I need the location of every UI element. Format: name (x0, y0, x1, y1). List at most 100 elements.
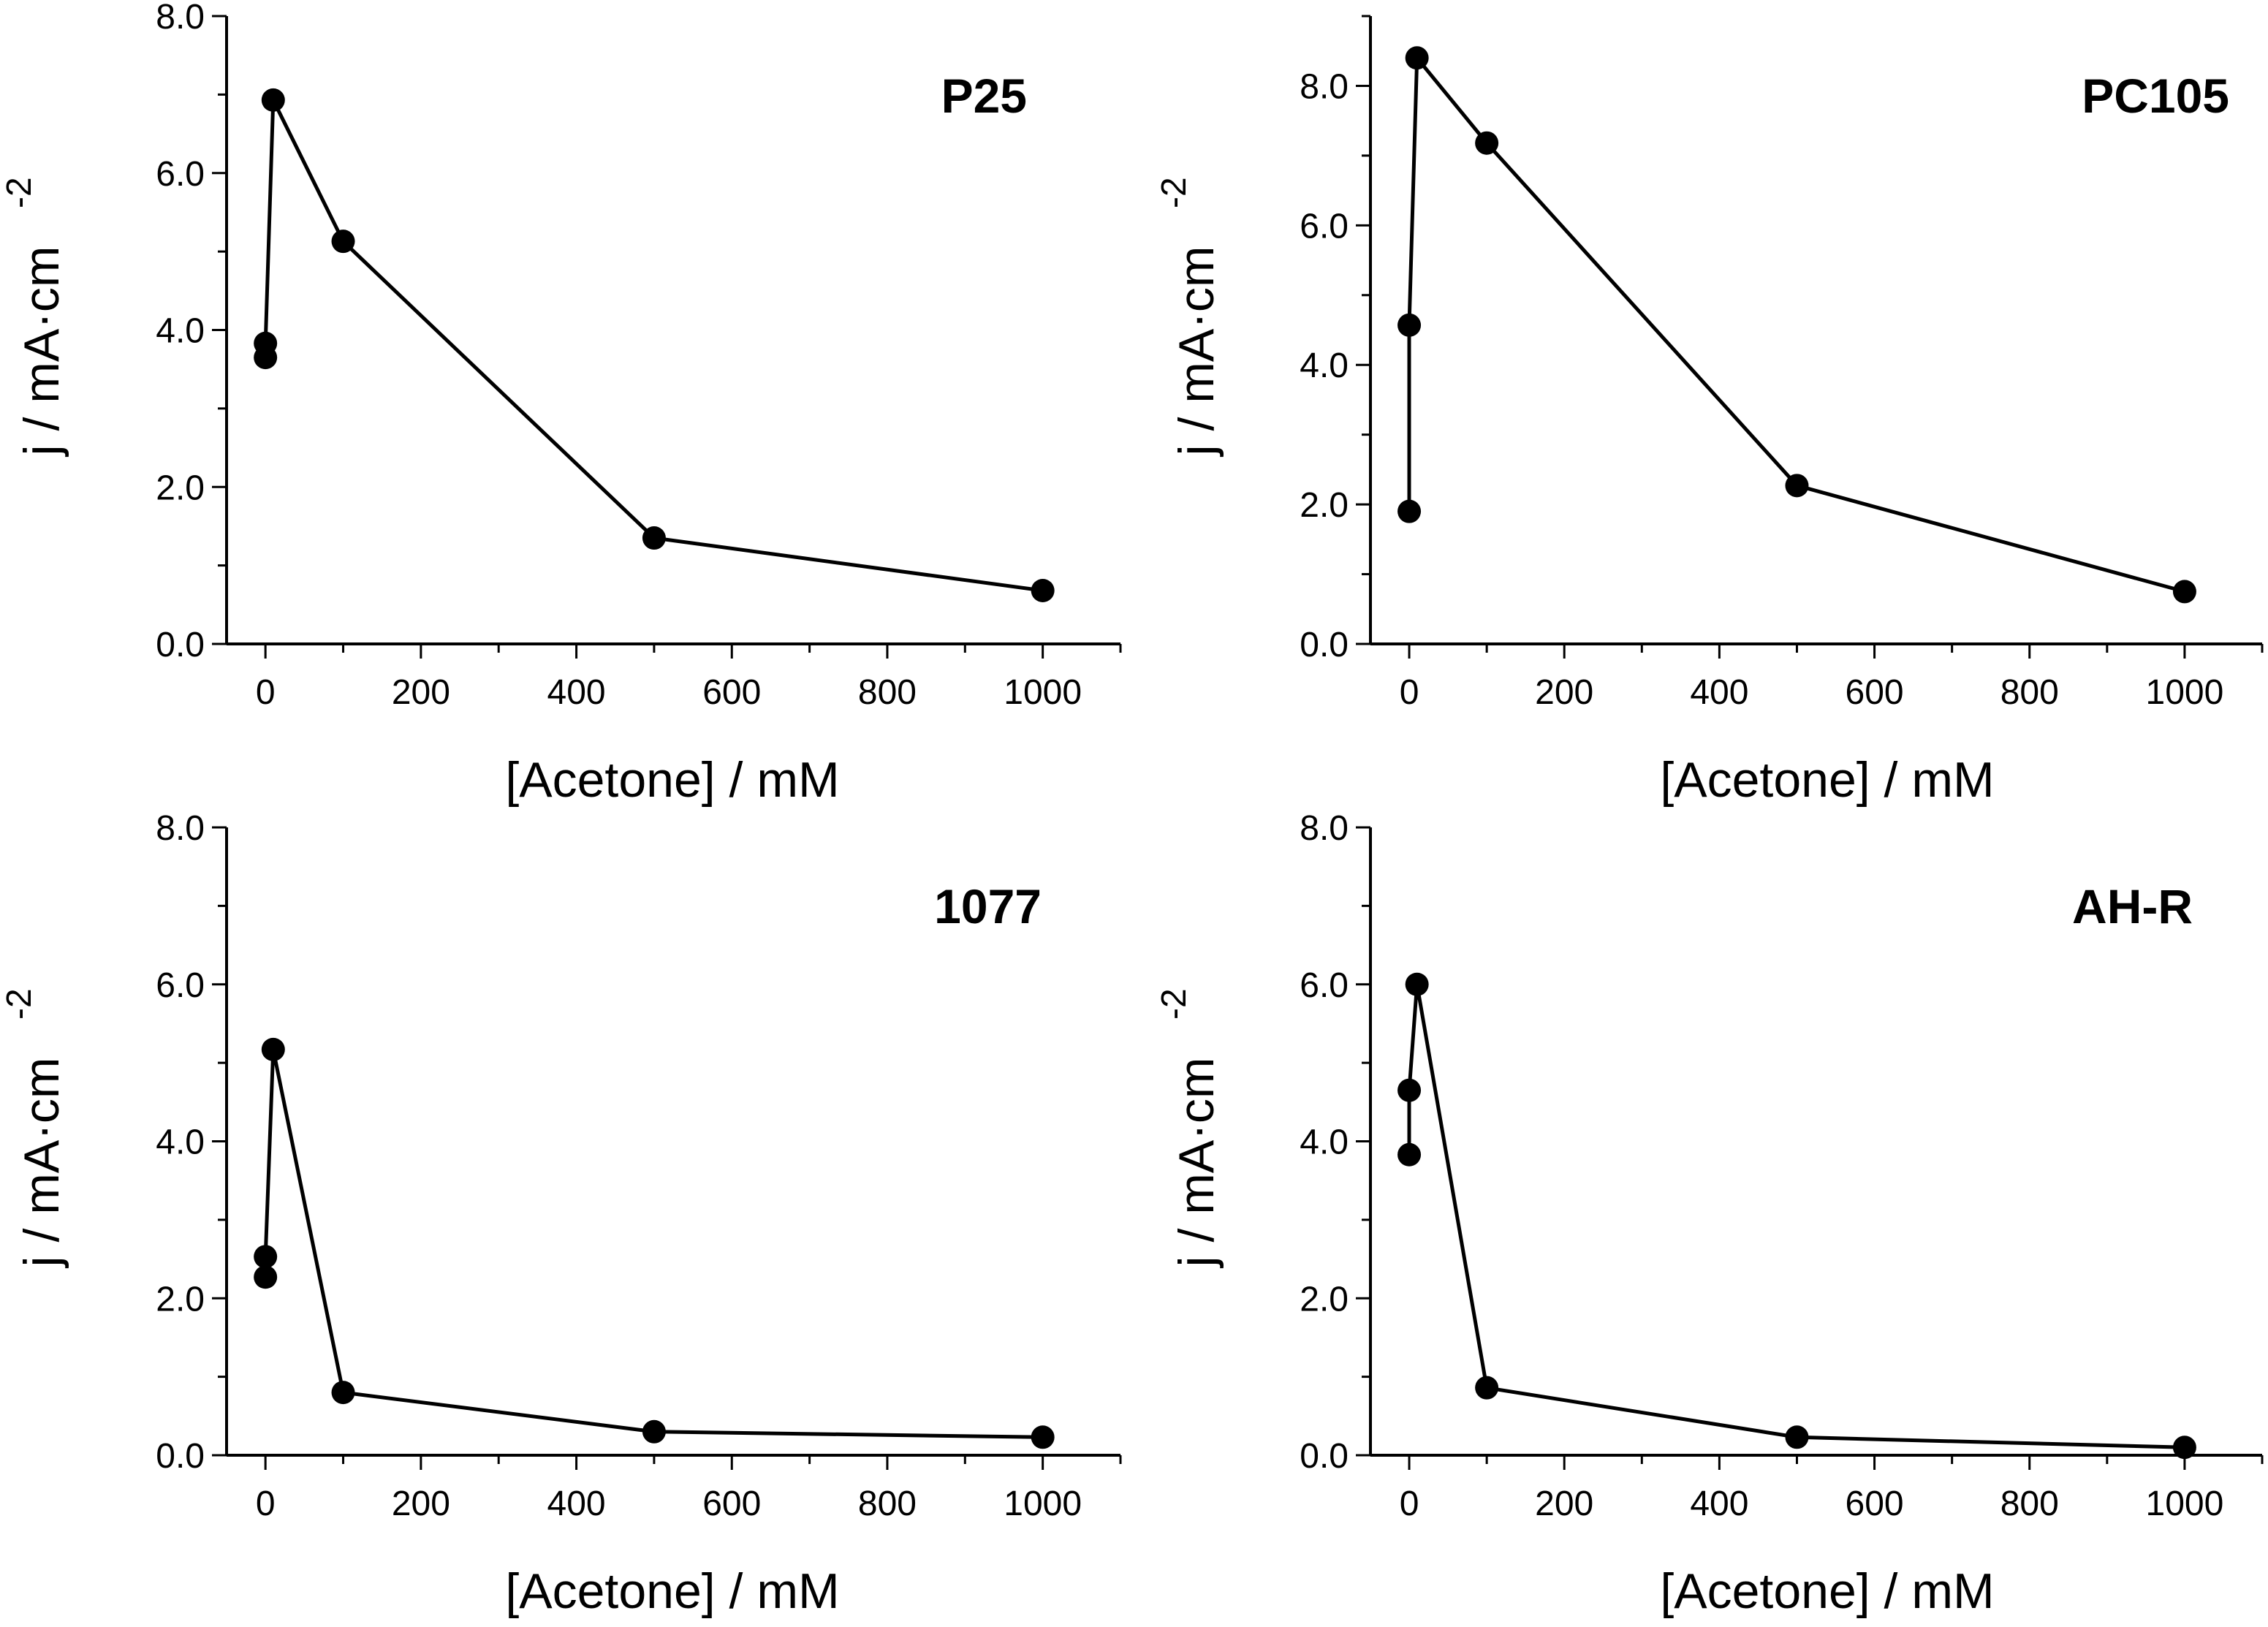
series-p25 (254, 88, 1055, 602)
data-point-p25 (331, 230, 355, 254)
chart-panel-p25: 0 200 400 600 800 1000 0.0 2.0 4.0 6.0 8.0 P25 [Ac… (0, 0, 1122, 808)
data-point-p25 (261, 88, 285, 112)
data-point-ah-r (1405, 972, 1429, 996)
y-tick-label-ah-r: 4.0 (1300, 1123, 1349, 1162)
ticks-1077: 0 200 400 600 800 1000 0.0 2.0 4.0 6.0 8.0 (156, 809, 1122, 1523)
x-tick-label-p25: 600 (702, 673, 761, 712)
data-point-pc105 (1475, 131, 1499, 155)
x-tick-label-pc105: 800 (2000, 673, 2059, 712)
y-axis-title-text-pc105: j / mA·cm (1169, 246, 1224, 457)
panel-label-pc105: PC105 (2082, 69, 2229, 123)
data-point-ah-r (2172, 1436, 2196, 1460)
y-tick-label-1077: 2.0 (156, 1280, 205, 1319)
data-point-ah-r (1475, 1376, 1499, 1400)
y-axis-title-pc105: j / mA·cm -2 (1155, 177, 1224, 457)
y-tick-label-p25: 2.0 (156, 469, 205, 507)
data-point-p25 (1031, 578, 1055, 602)
x-tick-label-ah-r: 0 (1400, 1484, 1419, 1523)
y-axis-title-text-p25: j / mA·cm (14, 246, 69, 457)
y-tick-label-1077: 8.0 (156, 809, 205, 848)
x-tick-label-p25: 1000 (1004, 673, 1082, 712)
y-axis-title-1077: j / mA·cm -2 (0, 988, 69, 1268)
x-tick-label-p25: 400 (547, 673, 606, 712)
y-tick-label-pc105: 0.0 (1300, 626, 1349, 664)
x-tick-label-1077: 200 (392, 1484, 450, 1523)
data-point-pc105 (1397, 313, 1422, 337)
ticks-pc105: 0 200 400 600 800 1000 0.0 2.0 4.0 6.0 8.0 (1300, 15, 2264, 712)
series-line-pc105 (1407, 56, 2185, 593)
chart-panel-1077: 0 200 400 600 800 1000 0.0 2.0 4.0 6.0 8.0 1077 [A… (0, 809, 1122, 1619)
ticks-p25: 0 200 400 600 800 1000 0.0 2.0 4.0 6.0 8.0 (156, 0, 1122, 712)
x-tick-label-pc105: 1000 (2146, 673, 2224, 712)
data-point-ah-r (1397, 1142, 1422, 1167)
data-point-pc105 (2172, 580, 2196, 604)
data-point-1077 (642, 1419, 666, 1444)
y-tick-label-p25: 6.0 (156, 155, 205, 194)
y-axis-title-superscript-1077: -2 (0, 988, 39, 1020)
y-axis-title-superscript-p25: -2 (0, 177, 39, 208)
x-tick-label-1077: 1000 (1004, 1484, 1082, 1523)
x-tick-label-ah-r: 200 (1535, 1484, 1593, 1523)
y-axis-title-ah-r: j / mA·cm -2 (1155, 988, 1224, 1268)
data-point-1077 (254, 1245, 278, 1269)
x-tick-label-pc105: 400 (1690, 673, 1748, 712)
y-tick-label-pc105: 8.0 (1300, 67, 1349, 106)
y-tick-label-ah-r: 8.0 (1300, 809, 1349, 848)
y-tick-label-ah-r: 2.0 (1300, 1280, 1349, 1319)
y-tick-label-1077: 4.0 (156, 1123, 205, 1162)
data-point-1077 (1031, 1425, 1055, 1449)
data-point-1077 (254, 1265, 278, 1289)
data-point-pc105 (1397, 499, 1422, 523)
y-axis-title-superscript-pc105: -2 (1155, 177, 1194, 208)
x-tick-label-ah-r: 800 (2000, 1484, 2059, 1523)
x-axis-title-p25: [Acetone] / mM (505, 752, 839, 808)
panel-label-1077: 1077 (934, 879, 1042, 933)
y-tick-label-pc105: 2.0 (1300, 486, 1349, 525)
y-axis-title-superscript-ah-r: -2 (1155, 988, 1194, 1020)
axes-pc105 (1369, 16, 2262, 645)
x-axis-title-ah-r: [Acetone] / mM (1660, 1563, 1994, 1619)
chart-panel-ah-r: 0 200 400 600 800 1000 0.0 2.0 4.0 6.0 8.0 AH-R [A… (1155, 809, 2264, 1619)
y-tick-label-pc105: 4.0 (1300, 346, 1349, 385)
x-tick-label-p25: 200 (392, 673, 450, 712)
chart-panel-pc105: 0 200 400 600 800 1000 0.0 2.0 4.0 6.0 8.0 PC105 [… (1155, 15, 2264, 808)
x-tick-label-p25: 0 (256, 673, 276, 712)
y-axis-title-text-1077: j / mA·cm (14, 1057, 69, 1268)
x-tick-label-ah-r: 600 (1846, 1484, 1904, 1523)
panel-label-ah-r: AH-R (2072, 879, 2193, 933)
x-tick-label-pc105: 200 (1535, 673, 1593, 712)
data-point-1077 (331, 1381, 355, 1405)
series-1077 (254, 1037, 1055, 1449)
x-tick-label-1077: 400 (547, 1484, 606, 1523)
y-axis-title-text-ah-r: j / mA·cm (1169, 1057, 1224, 1268)
x-tick-label-pc105: 600 (1846, 673, 1904, 712)
panel-label-p25: P25 (941, 69, 1027, 123)
ticks-ah-r: 0 200 400 600 800 1000 0.0 2.0 4.0 6.0 8.0 (1300, 809, 2264, 1523)
x-axis-title-1077: [Acetone] / mM (505, 1563, 839, 1619)
data-point-p25 (254, 331, 278, 355)
series-pc105 (1397, 46, 2196, 604)
y-axis-title-p25: j / mA·cm -2 (0, 177, 69, 457)
y-tick-label-p25: 8.0 (156, 0, 205, 37)
y-tick-label-p25: 0.0 (156, 626, 205, 664)
y-tick-label-ah-r: 6.0 (1300, 966, 1349, 1005)
y-tick-label-pc105: 6.0 (1300, 207, 1349, 246)
x-tick-label-1077: 0 (256, 1484, 276, 1523)
data-point-ah-r (1397, 1078, 1422, 1102)
x-tick-label-1077: 800 (858, 1484, 917, 1523)
data-point-p25 (642, 526, 666, 550)
x-tick-label-pc105: 0 (1400, 673, 1419, 712)
x-tick-label-ah-r: 400 (1690, 1484, 1748, 1523)
data-point-pc105 (1785, 474, 1809, 498)
y-tick-label-1077: 0.0 (156, 1437, 205, 1476)
x-tick-label-1077: 600 (702, 1484, 761, 1523)
y-tick-label-1077: 6.0 (156, 966, 205, 1005)
x-axis-title-pc105: [Acetone] / mM (1660, 752, 1994, 808)
series-ah-r (1397, 972, 2196, 1460)
y-tick-label-ah-r: 0.0 (1300, 1437, 1349, 1476)
data-point-pc105 (1405, 46, 1429, 70)
data-point-ah-r (1785, 1425, 1809, 1449)
data-point-1077 (261, 1037, 285, 1061)
